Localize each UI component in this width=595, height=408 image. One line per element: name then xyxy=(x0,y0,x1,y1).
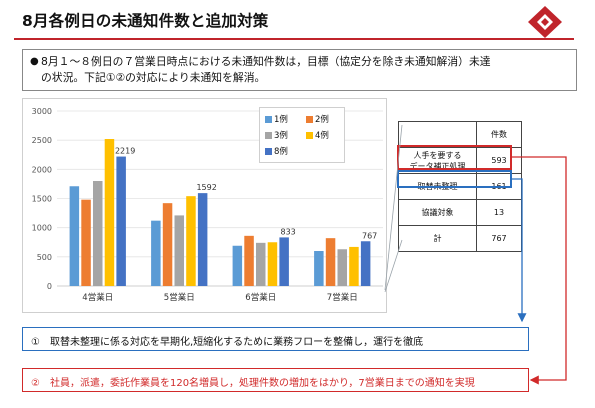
bar-4例-5営業日 xyxy=(186,196,196,286)
table-header-row: 件数 xyxy=(398,121,522,148)
legend-label-3: 3例 xyxy=(274,131,288,141)
measure-1-box: ① 取替未整理に係る対応を早期化,短縮化するために業務フローを整備し，運行を徹底 xyxy=(22,327,529,351)
bar-1例-7営業日 xyxy=(314,251,324,286)
summary-line-1: 8月１～８例日の７営業日時点における未通知件数は，目標（協定分を除き未通知解消）… xyxy=(41,55,491,68)
bar-1例-5営業日 xyxy=(151,220,161,286)
summary-line-2: の状況。下記①②の対応により未通知を解消。 xyxy=(41,71,266,84)
diamond-logo-icon xyxy=(528,6,562,38)
x-tick-label: 7営業日 xyxy=(327,292,358,303)
legend-item-2: 2例 xyxy=(306,113,329,125)
table-row-label-line1: 人手を要する xyxy=(413,150,462,160)
legend-item-5: 8例 xyxy=(265,145,288,157)
legend-swatch-1 xyxy=(265,115,272,123)
bar-4例-6営業日 xyxy=(267,242,278,286)
measure-1-text: ① 取替未整理に係る対応を早期化,短縮化するために業務フローを整備し，運行を徹底 xyxy=(31,337,424,348)
table-row-value: 767 xyxy=(476,225,522,252)
highlight-frame-red xyxy=(397,145,512,170)
table-row-value: 13 xyxy=(476,199,522,226)
bar-3例-5営業日 xyxy=(174,215,184,286)
legend-label-1: 1例 xyxy=(274,115,288,125)
y-tick-label: 2500 xyxy=(32,136,52,145)
bar-8例-6営業日 xyxy=(279,237,289,286)
bar-2例-7営業日 xyxy=(325,238,336,286)
legend-item-3: 3例 xyxy=(265,129,288,141)
bar-2例-6営業日 xyxy=(244,235,254,286)
y-tick-label: 1000 xyxy=(32,224,52,233)
bar-3例-4営業日 xyxy=(93,181,103,286)
table-header-blank xyxy=(398,121,477,148)
bar-8例-7営業日 xyxy=(360,241,371,286)
y-tick-label: 2000 xyxy=(32,165,52,174)
table-row: 協議対象 13 xyxy=(398,199,522,226)
bullet-icon: ● xyxy=(30,56,39,67)
bar-4例-7営業日 xyxy=(349,246,359,286)
table-row-label-line2: データ補正処理 xyxy=(409,161,466,171)
y-tick-label: 0 xyxy=(47,282,52,291)
x-tick-label: 4営業日 xyxy=(82,292,113,303)
bar-data-label: 767 xyxy=(362,231,377,240)
legend-label-2: 2例 xyxy=(315,115,329,125)
bar-4例-4営業日 xyxy=(104,139,115,286)
legend-label-4: 4例 xyxy=(315,131,329,141)
bar-data-label: 2219 xyxy=(115,147,135,156)
page-title: 8月各例日の未通知件数と追加対策 xyxy=(22,12,269,30)
legend-swatch-3 xyxy=(265,131,272,139)
table-row-label: 計 xyxy=(398,225,477,252)
y-tick-label: 1500 xyxy=(32,195,52,204)
x-tick-label: 5営業日 xyxy=(164,292,195,303)
title-rule xyxy=(14,38,574,40)
highlight-frame-blue xyxy=(397,170,512,188)
y-tick-label: 500 xyxy=(37,253,52,262)
bar-8例-4営業日 xyxy=(116,156,126,286)
count-table: 件数 人手を要する データ補正処理 593 取替未整理 161 協議対象 13 … xyxy=(398,121,522,252)
legend-swatch-4 xyxy=(306,131,313,139)
table-row: 計 767 xyxy=(398,225,522,252)
bar-1例-4営業日 xyxy=(69,186,80,286)
x-tick-label: 6営業日 xyxy=(245,292,276,303)
legend-swatch-5 xyxy=(265,147,272,155)
legend-label-5: 8例 xyxy=(274,147,288,157)
y-tick-label: 3000 xyxy=(32,107,52,116)
table-header-count: 件数 xyxy=(476,121,522,148)
legend-item-4: 4例 xyxy=(306,129,329,141)
measure-2-text: ② 社員，派遣，委託作業員を120名増員し，処理件数の増加をはかり，7営業日まで… xyxy=(31,378,475,389)
bar-3例-7営業日 xyxy=(337,249,347,286)
bar-8例-5営業日 xyxy=(197,193,208,286)
measure-2-box: ② 社員，派遣，委託作業員を120名増員し，処理件数の増加をはかり，7営業日まで… xyxy=(22,368,529,392)
chart-legend: 1例 2例 3例 4例 8例 xyxy=(259,107,345,163)
legend-swatch-2 xyxy=(306,115,313,123)
legend-item-1: 1例 xyxy=(265,113,288,125)
bar-2例-5営業日 xyxy=(162,203,173,286)
summary-box: ● 8月１～８例日の７営業日時点における未通知件数は，目標（協定分を除き未通知解… xyxy=(22,49,577,91)
bar-1例-6営業日 xyxy=(232,245,243,286)
bar-3例-6営業日 xyxy=(256,242,266,286)
bar-2例-4営業日 xyxy=(81,199,91,286)
bar-data-label: 1592 xyxy=(196,183,216,192)
bar-data-label: 833 xyxy=(281,227,296,236)
table-row-label: 協議対象 xyxy=(398,199,477,226)
